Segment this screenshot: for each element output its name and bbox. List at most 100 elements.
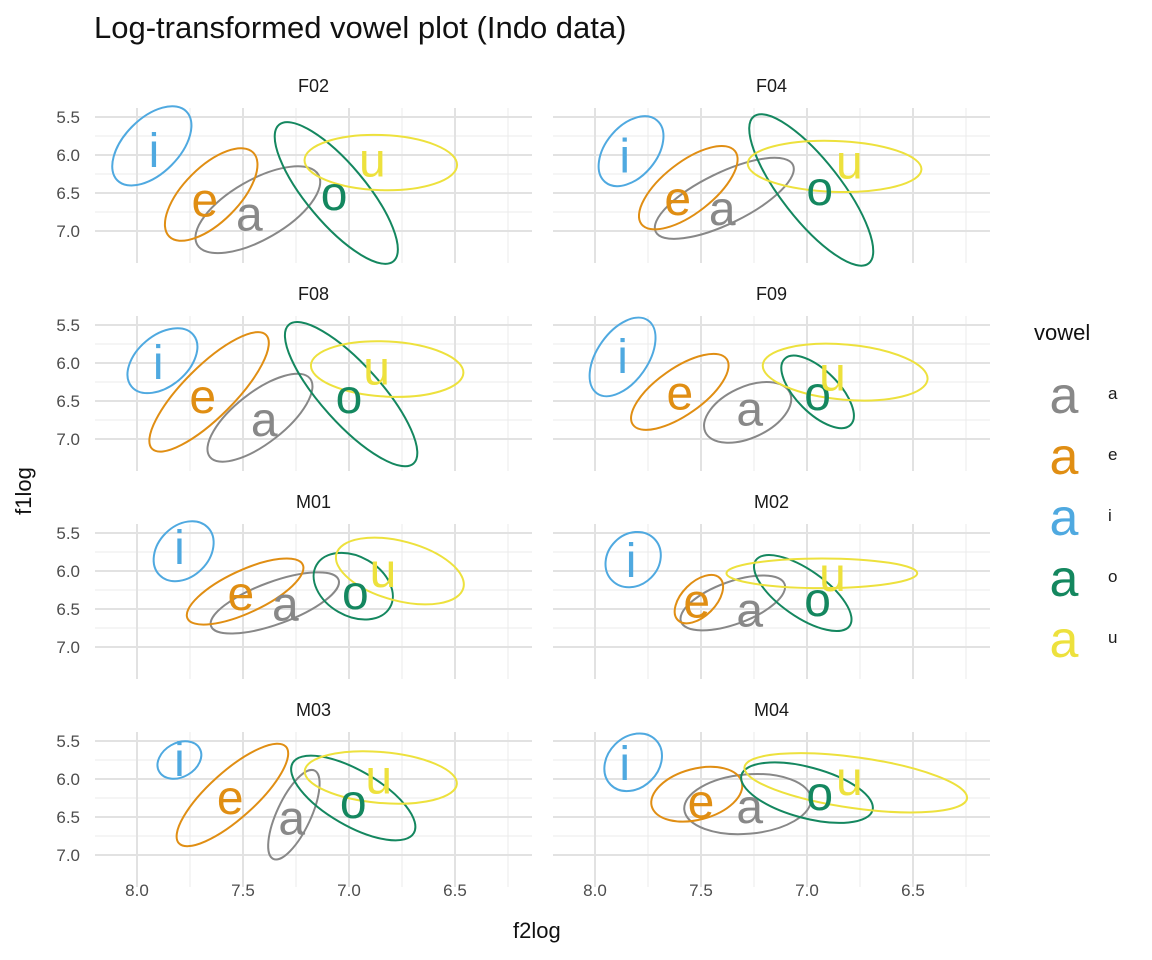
vowel-label-m04-u: u bbox=[836, 753, 863, 806]
vowel-label-f09-a: a bbox=[736, 383, 763, 436]
ellipse-m03-i bbox=[156, 740, 203, 780]
ellipse-f04-u bbox=[746, 139, 923, 194]
ellipse-f02-i bbox=[111, 105, 193, 187]
y-tick-label: 6.5 bbox=[56, 392, 80, 411]
y-tick-label: 5.5 bbox=[56, 524, 80, 543]
y-tick-label: 5.5 bbox=[56, 316, 80, 335]
vowel-label-f04-a: a bbox=[709, 183, 736, 236]
legend-label-e: e bbox=[1108, 445, 1117, 464]
ellipse-f08-i bbox=[126, 327, 199, 395]
y-tick-label: 6.0 bbox=[56, 770, 80, 789]
ellipse-f08-u bbox=[309, 340, 465, 398]
ellipse-f09-i bbox=[588, 316, 657, 398]
vowel-label-f04-u: u bbox=[836, 137, 863, 190]
ellipse-f04-i bbox=[597, 115, 665, 188]
facet-label-m04: M04 bbox=[754, 700, 789, 720]
vowel-label-m03-e: e bbox=[217, 772, 244, 825]
ellipse-f02-a bbox=[194, 165, 322, 255]
ellipse-m01-e bbox=[185, 557, 305, 626]
x-tick-label: 7.0 bbox=[337, 881, 361, 900]
x-axis-label: f2log bbox=[513, 918, 561, 943]
vowel-label-m03-i: i bbox=[174, 734, 185, 787]
y-tick-label: 6.5 bbox=[56, 808, 80, 827]
ellipse-f08-a bbox=[206, 372, 314, 463]
vowel-label-m03-u: u bbox=[365, 751, 392, 804]
vowel-label-f02-o: o bbox=[321, 168, 348, 221]
ellipse-m01-i bbox=[152, 520, 215, 583]
legend-label-u: u bbox=[1108, 628, 1117, 647]
facet-label-f02: F02 bbox=[298, 76, 329, 96]
vowel-label-m03-a: a bbox=[278, 793, 305, 846]
vowel-label-f02-e: e bbox=[191, 175, 218, 228]
ellipse-m04-u bbox=[743, 752, 969, 814]
ellipse-m03-u bbox=[303, 750, 458, 805]
vowel-label-m01-o: o bbox=[342, 567, 369, 620]
vowel-label-f04-e: e bbox=[664, 173, 691, 226]
legend-key-o: a bbox=[1050, 550, 1079, 608]
vowel-label-m02-o: o bbox=[804, 574, 831, 627]
ellipse-f04-o bbox=[748, 113, 875, 267]
vowel-label-m01-a: a bbox=[272, 578, 299, 631]
ellipse-f09-o bbox=[780, 354, 855, 430]
vowel-label-m04-e: e bbox=[688, 776, 715, 829]
facet-label-f04: F04 bbox=[756, 76, 787, 96]
ellipse-m03-o bbox=[290, 754, 417, 842]
vowel-label-f09-u: u bbox=[819, 348, 846, 401]
vowel-label-m01-e: e bbox=[228, 568, 255, 621]
ellipse-m02-o bbox=[753, 554, 853, 633]
ellipse-f08-e bbox=[148, 331, 270, 453]
y-tick-label: 7.0 bbox=[56, 430, 80, 449]
ellipse-f08-o bbox=[283, 321, 419, 468]
facet-label-m03: M03 bbox=[296, 700, 331, 720]
vowel-label-f02-i: i bbox=[149, 125, 160, 178]
ellipse-f02-e bbox=[163, 147, 259, 242]
legend-key-a: a bbox=[1050, 367, 1079, 425]
vowel-label-f08-o: o bbox=[336, 371, 363, 424]
ellipse-f04-a bbox=[653, 156, 795, 240]
vowel-label-m02-a: a bbox=[736, 585, 763, 638]
ellipse-f04-e bbox=[637, 144, 739, 231]
ellipse-m04-a bbox=[683, 772, 813, 836]
legend-label-i: i bbox=[1108, 506, 1112, 525]
vowel-label-f04-i: i bbox=[619, 131, 630, 184]
vowel-label-m01-i: i bbox=[174, 522, 185, 575]
y-tick-label: 6.0 bbox=[56, 146, 80, 165]
vowel-label-m04-a: a bbox=[736, 781, 763, 834]
ellipse-f02-u bbox=[303, 133, 459, 192]
vowel-label-m01-u: u bbox=[370, 545, 397, 598]
vowel-label-m04-i: i bbox=[619, 738, 630, 791]
vowel-label-m02-i: i bbox=[626, 535, 637, 588]
ellipse-m04-i bbox=[603, 732, 663, 793]
facet-label-f08: F08 bbox=[298, 284, 329, 304]
y-tick-label: 6.0 bbox=[56, 562, 80, 581]
vowel-label-f08-u: u bbox=[363, 342, 390, 395]
ellipse-m01-o bbox=[312, 551, 394, 621]
vowel-label-f08-e: e bbox=[189, 371, 216, 424]
ellipse-f09-u bbox=[761, 342, 929, 402]
ellipse-m02-e bbox=[673, 573, 725, 625]
y-tick-label: 6.0 bbox=[56, 354, 80, 373]
facet-label-f09: F09 bbox=[756, 284, 787, 304]
y-tick-label: 6.5 bbox=[56, 184, 80, 203]
legend-title: vowel bbox=[1034, 320, 1091, 345]
y-tick-label: 5.5 bbox=[56, 732, 80, 751]
x-tick-label: 7.5 bbox=[689, 881, 713, 900]
vowel-label-f04-o: o bbox=[806, 163, 833, 216]
x-tick-label: 7.0 bbox=[795, 881, 819, 900]
legend-key-i: a bbox=[1050, 489, 1079, 547]
x-tick-label: 8.0 bbox=[125, 881, 149, 900]
ellipse-m02-i bbox=[604, 530, 662, 589]
ellipse-m03-e bbox=[175, 742, 290, 848]
vowel-label-m02-u: u bbox=[819, 549, 846, 602]
vowel-label-m04-o: o bbox=[806, 768, 833, 821]
ellipse-m01-a bbox=[209, 571, 340, 635]
legend-key-e: a bbox=[1050, 428, 1079, 486]
y-tick-label: 5.5 bbox=[56, 108, 80, 127]
ellipse-f09-e bbox=[630, 352, 730, 431]
vowel-label-f08-a: a bbox=[251, 394, 278, 447]
vowel-label-f08-i: i bbox=[153, 337, 164, 390]
y-tick-label: 6.5 bbox=[56, 600, 80, 619]
legend-label-a: a bbox=[1108, 384, 1118, 403]
x-tick-label: 6.5 bbox=[901, 881, 925, 900]
